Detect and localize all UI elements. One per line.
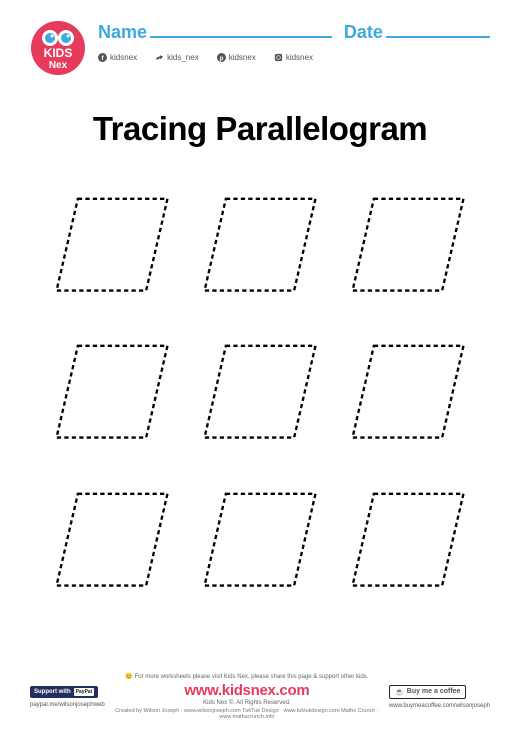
instagram-icon <box>274 53 283 62</box>
coffee-badge: ☕ Buy me a coffee <box>389 685 466 699</box>
shape-grid <box>0 156 520 626</box>
social-handle: kidsnex <box>286 53 313 62</box>
footer-right: ☕ Buy me a coffee www.buymeacoffee.com/w… <box>389 685 490 709</box>
brand-logo: KIDS Nex <box>30 20 86 76</box>
social-handle: kidsnex <box>110 53 137 62</box>
footer: Support with PayPal paypal.me/wilsonjose… <box>0 673 520 720</box>
footer-note: 😊 For more worksheets please visit Kids … <box>105 673 389 680</box>
name-field: Name <box>98 20 332 43</box>
parallelogram-cell[interactable] <box>344 333 472 450</box>
parallelogram-cell[interactable] <box>196 186 324 303</box>
paypal-badge: Support with PayPal <box>30 686 98 698</box>
worksheet-title: Tracing Parallelogram <box>0 110 520 148</box>
date-field: Date <box>344 20 490 43</box>
website-link: www.kidsnex.com <box>105 682 389 699</box>
parallelogram-cell[interactable] <box>196 333 324 450</box>
name-underline[interactable] <box>150 20 332 38</box>
parallelogram-cell[interactable] <box>48 481 176 598</box>
support-label: Support with <box>34 689 71 695</box>
footer-left: Support with PayPal paypal.me/wilsonjose… <box>30 686 105 708</box>
social-row: f kidsnex kids_nex p kidsnex kidsnex <box>98 53 490 62</box>
twitter-icon <box>155 53 164 62</box>
header: KIDS Nex Name Date f kidsnex <box>0 0 520 86</box>
header-fields: Name Date f kidsnex kids_nex p <box>98 20 490 62</box>
social-pinterest: p kidsnex <box>217 53 256 62</box>
credits: Created by Wilson Joseph · www.wilsonjos… <box>105 708 389 720</box>
paypal-link: paypal.me/wilsonjosephweb <box>30 702 105 708</box>
footer-center: 😊 For more worksheets please visit Kids … <box>105 673 389 720</box>
social-instagram: kidsnex <box>274 53 313 62</box>
coffee-icon: ☕ <box>395 688 404 696</box>
parallelogram-cell[interactable] <box>48 186 176 303</box>
social-facebook: f kidsnex <box>98 53 137 62</box>
svg-text:Nex: Nex <box>49 60 68 71</box>
parallelogram-cell[interactable] <box>48 333 176 450</box>
worksheet-page: KIDS Nex Name Date f kidsnex <box>0 0 520 736</box>
parallelogram-cell[interactable] <box>344 186 472 303</box>
svg-text:KIDS: KIDS <box>44 46 73 60</box>
coffee-link: www.buymeacoffee.com/wilsonjoseph <box>389 703 490 709</box>
coffee-label: Buy me a coffee <box>407 688 461 695</box>
facebook-icon: f <box>98 53 107 62</box>
social-handle: kidsnex <box>229 53 256 62</box>
pinterest-icon: p <box>217 53 226 62</box>
date-label: Date <box>344 22 383 43</box>
name-label: Name <box>98 22 147 43</box>
svg-text:p: p <box>219 55 223 62</box>
copyright: Kids Nex ©. All Rights Reserved. <box>105 700 389 706</box>
parallelogram-cell[interactable] <box>344 481 472 598</box>
social-handle: kids_nex <box>167 53 199 62</box>
social-twitter: kids_nex <box>155 53 199 62</box>
parallelogram-cell[interactable] <box>196 481 324 598</box>
paypal-label: PayPal <box>74 688 94 696</box>
date-underline[interactable] <box>386 20 490 38</box>
